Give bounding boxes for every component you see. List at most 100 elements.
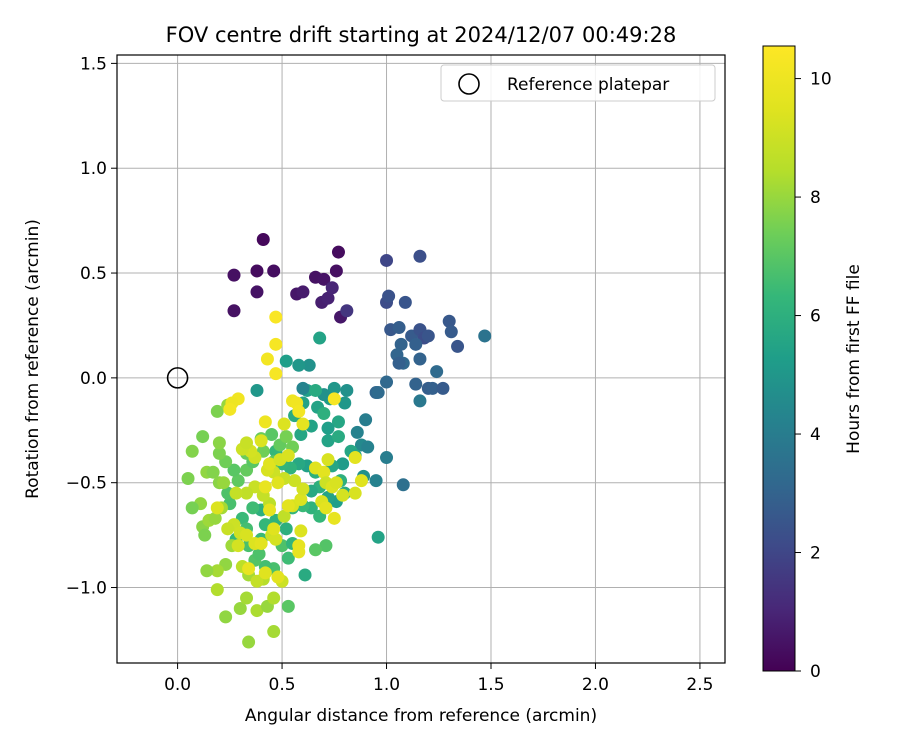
y-axis: −1.0 −0.5 0.0 0.5 1.0 1.5 (66, 54, 117, 599)
data-point (442, 314, 456, 328)
data-point (371, 530, 385, 544)
colorbar-tick-label: 2 (810, 544, 821, 564)
data-point (348, 451, 362, 465)
y-tick-label: −0.5 (66, 474, 107, 494)
data-point (269, 337, 283, 351)
x-axis-label: Angular distance from reference (arcmin) (245, 706, 597, 726)
data-point (392, 321, 406, 335)
data-point (254, 536, 268, 550)
data-point (380, 253, 394, 267)
data-point (269, 310, 283, 324)
data-point (336, 488, 350, 502)
data-point (380, 451, 394, 465)
data-point (361, 440, 375, 454)
legend-box (440, 64, 716, 102)
data-point (331, 245, 345, 259)
data-point (319, 501, 333, 515)
colorbar-tick-label: 6 (810, 307, 821, 327)
data-point (354, 474, 368, 488)
colorbar-tick-label: 10 (810, 70, 832, 90)
data-point (296, 417, 310, 431)
data-point (350, 425, 364, 439)
data-point (281, 499, 295, 513)
data-point (392, 356, 406, 370)
plot-area-frame (116, 54, 726, 664)
data-point (267, 522, 281, 536)
data-point (313, 331, 327, 345)
data-point (331, 415, 345, 429)
data-point (478, 329, 492, 343)
data-point (398, 295, 412, 309)
data-point (369, 474, 383, 488)
data-point (308, 383, 322, 397)
data-point (256, 232, 270, 246)
data-point (302, 358, 316, 372)
data-point (380, 375, 394, 389)
data-point (308, 543, 322, 557)
data-point (269, 367, 283, 381)
legend: Reference platepar (440, 64, 716, 102)
data-point (288, 474, 302, 488)
legend-entry-reference-platepar: Reference platepar (507, 75, 669, 95)
data-point (296, 482, 310, 496)
data-point (281, 448, 295, 462)
data-point (200, 564, 214, 578)
data-point (296, 285, 310, 299)
data-point (212, 436, 226, 450)
data-point (242, 635, 256, 649)
data-point (294, 492, 308, 506)
data-point (327, 381, 341, 395)
data-point (229, 486, 243, 500)
data-point (436, 381, 450, 395)
data-point (327, 392, 341, 406)
data-point (242, 562, 256, 576)
x-tick-label: 0.0 (164, 675, 191, 695)
data-point (425, 381, 439, 395)
colorbar-ticks: 0 2 4 6 8 10 (795, 70, 832, 682)
data-point (317, 465, 331, 479)
data-point (409, 377, 423, 391)
colorbar: 0 2 4 6 8 10 Hours from first FF file (762, 45, 864, 682)
data-point (277, 417, 291, 431)
data-point (258, 480, 272, 494)
data-point (210, 501, 224, 515)
data-point (250, 264, 264, 278)
data-point (233, 601, 247, 615)
data-point (279, 430, 293, 444)
data-point (451, 339, 465, 353)
data-point (292, 545, 306, 559)
data-point (321, 291, 335, 305)
data-point (210, 583, 224, 597)
data-point (292, 404, 306, 418)
data-point (321, 434, 335, 448)
data-point (263, 457, 277, 471)
data-point (258, 415, 272, 429)
data-point (240, 591, 254, 605)
data-point (219, 610, 233, 624)
x-tick-label: 1.5 (477, 675, 504, 695)
grid-lines (117, 55, 725, 663)
data-point (260, 352, 274, 366)
data-point (292, 358, 306, 372)
data-point (217, 476, 231, 490)
data-point (394, 337, 408, 351)
data-point (254, 434, 268, 448)
y-tick-label: 0.5 (80, 264, 107, 284)
y-axis-label: Rotation from reference (arcmin) (23, 219, 43, 499)
data-point (421, 329, 435, 343)
data-point (317, 272, 331, 286)
data-point (210, 564, 224, 578)
colorbar-gradient (762, 45, 796, 672)
data-point (340, 304, 354, 318)
data-point (294, 524, 308, 538)
data-point (321, 453, 335, 467)
data-point (210, 404, 224, 418)
colorbar-tick-label: 4 (810, 425, 821, 445)
data-point (258, 566, 272, 580)
data-point (279, 522, 293, 536)
data-point (227, 268, 241, 282)
data-point (240, 528, 254, 542)
y-tick-label: 1.5 (80, 54, 107, 74)
data-point (185, 444, 199, 458)
data-point (325, 281, 339, 295)
